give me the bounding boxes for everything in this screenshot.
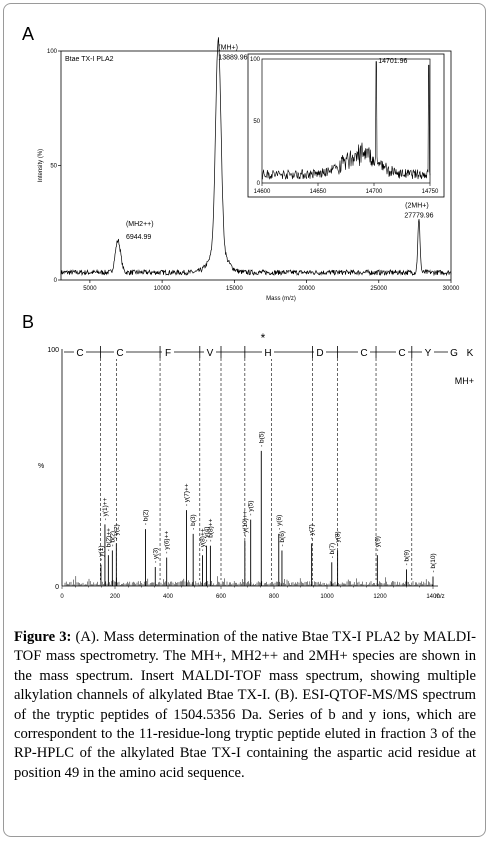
residue-label: C bbox=[398, 348, 405, 359]
x-tick-label: 25000 bbox=[370, 286, 387, 292]
x-tick-label: 1200 bbox=[373, 594, 387, 600]
residue-label: F bbox=[165, 348, 171, 359]
x-tick-label: 200 bbox=[110, 594, 121, 600]
x-axis-label: m/z bbox=[435, 594, 445, 600]
ion-label: - b(9) bbox=[404, 550, 411, 566]
ion-label: - b(3) bbox=[190, 514, 197, 530]
inset-spectrum-trace bbox=[261, 61, 431, 180]
ion-label: - b(10) bbox=[430, 553, 437, 572]
ion-label: - y(9) bbox=[374, 536, 381, 551]
residue-label: C bbox=[360, 348, 367, 359]
inset-plot-frame bbox=[261, 58, 431, 184]
figure-caption: Figure 3: (A). Mass determination of the… bbox=[14, 628, 476, 783]
inset-x-tick-label: 14600 bbox=[254, 189, 271, 195]
residue-label: C bbox=[76, 348, 83, 359]
ion-label: - y(8)++ bbox=[199, 528, 206, 551]
ion-label: - b(6) bbox=[279, 531, 286, 547]
inset-peak-label: 14701.96 bbox=[378, 58, 407, 65]
y-tick-label: 0 bbox=[54, 278, 58, 284]
residue-bg bbox=[358, 345, 370, 359]
ion-label: - y(3) bbox=[152, 548, 159, 563]
y-tick-label: 100 bbox=[47, 49, 58, 55]
residue-bg bbox=[262, 345, 274, 359]
peak-value-label: 27779.96 bbox=[404, 212, 433, 219]
residue-bg bbox=[464, 345, 476, 359]
ion-label: - y(4) bbox=[203, 527, 210, 542]
x-tick-label: 30000 bbox=[443, 286, 460, 292]
ion-label: - y(1)++ bbox=[102, 497, 109, 520]
x-tick-label: 0 bbox=[60, 594, 64, 600]
x-tick-label: 5000 bbox=[83, 286, 97, 292]
x-tick-label: 15000 bbox=[226, 286, 243, 292]
peak-species-label: (MH2++) bbox=[126, 221, 154, 228]
residue-bg bbox=[396, 345, 408, 359]
ion-label: - y(7) bbox=[309, 524, 316, 539]
y-axis-label: Intensity (%) bbox=[38, 149, 44, 182]
residue-label: C bbox=[116, 348, 123, 359]
inset-y-tick-label: 100 bbox=[250, 57, 261, 63]
panel-a-label: A bbox=[22, 24, 35, 44]
ion-label: - y(6) bbox=[276, 515, 283, 530]
spectrum-trace bbox=[60, 37, 452, 277]
ion-label: - b(2) bbox=[142, 510, 149, 526]
caption-text: (A). Mass determination of the native Bt… bbox=[14, 629, 476, 781]
ion-label: - y(10)++ bbox=[242, 510, 249, 537]
x-tick-label: 20000 bbox=[298, 286, 315, 292]
residue-bg bbox=[422, 345, 434, 359]
residue-bg bbox=[162, 345, 174, 359]
ion-label: - b(2) bbox=[109, 531, 116, 547]
x-tick-label: 1400 bbox=[426, 594, 440, 600]
ion-label: - y(1) bbox=[98, 545, 105, 560]
inset-x-tick-label: 14700 bbox=[366, 189, 383, 195]
residue-bg bbox=[448, 345, 460, 359]
ion-label: - y(2) bbox=[113, 524, 120, 539]
y-tick-top-label: 100 bbox=[47, 347, 59, 354]
y-axis-label: % bbox=[38, 463, 44, 470]
figure-frame bbox=[3, 3, 486, 837]
ion-label: - b(2)++ bbox=[105, 528, 112, 551]
panel-b-label: B bbox=[22, 312, 35, 332]
x-tick-label: 600 bbox=[216, 594, 227, 600]
x-tick-label: 800 bbox=[269, 594, 280, 600]
chart-title: Btae TX-I PLA2 bbox=[65, 56, 114, 63]
ion-label: - b(5) bbox=[258, 431, 265, 447]
residue-label: D bbox=[316, 348, 323, 359]
modified-residue-star: * bbox=[261, 331, 266, 345]
x-tick-label: 1000 bbox=[320, 594, 334, 600]
ion-label: - y(6)++ bbox=[164, 531, 171, 554]
caption-title: Figure 3: bbox=[14, 629, 72, 645]
peak-species-label: (MH+) bbox=[218, 44, 238, 51]
residue-label: G bbox=[450, 348, 458, 359]
residue-label: H bbox=[264, 348, 271, 359]
ion-label: - y(8) bbox=[335, 531, 342, 546]
ion-label: - y(5) bbox=[248, 500, 255, 515]
residue-bg bbox=[204, 345, 216, 359]
inset-y-tick-label: 0 bbox=[257, 181, 261, 187]
ion-label: - y(7)++ bbox=[184, 483, 191, 506]
inset-x-tick-label: 14750 bbox=[422, 189, 439, 195]
ion-label: - b(8)++ bbox=[207, 518, 214, 541]
ion-label: - b(7) bbox=[329, 543, 336, 559]
residue-bg bbox=[114, 345, 126, 359]
x-tick-label: 10000 bbox=[154, 286, 171, 292]
inset-x-tick-label: 14650 bbox=[310, 189, 327, 195]
y-tick-bottom-label: 0 bbox=[55, 584, 59, 591]
noise-peaks bbox=[64, 576, 433, 586]
residue-label: K bbox=[467, 348, 474, 359]
peak-value-label: 13889.96 bbox=[218, 54, 247, 61]
x-axis-label: Mass (m/z) bbox=[266, 296, 296, 302]
peak-value-label: 6944.99 bbox=[126, 234, 151, 241]
residue-bg bbox=[74, 345, 86, 359]
maldi-tof-chart: 0 50 100 5000 10000 15000 20000 25000 30000 Mass … bbox=[38, 37, 460, 302]
inset-y-tick-label: 50 bbox=[253, 119, 260, 125]
precursor-label: MH+ bbox=[455, 376, 474, 386]
residue-label: Y bbox=[425, 348, 432, 359]
y-tick-label: 50 bbox=[50, 164, 57, 170]
x-tick-label: 400 bbox=[163, 594, 174, 600]
residue-bg bbox=[314, 345, 326, 359]
peak-species-label: (2MH+) bbox=[405, 202, 429, 209]
residue-label: V bbox=[207, 348, 214, 359]
